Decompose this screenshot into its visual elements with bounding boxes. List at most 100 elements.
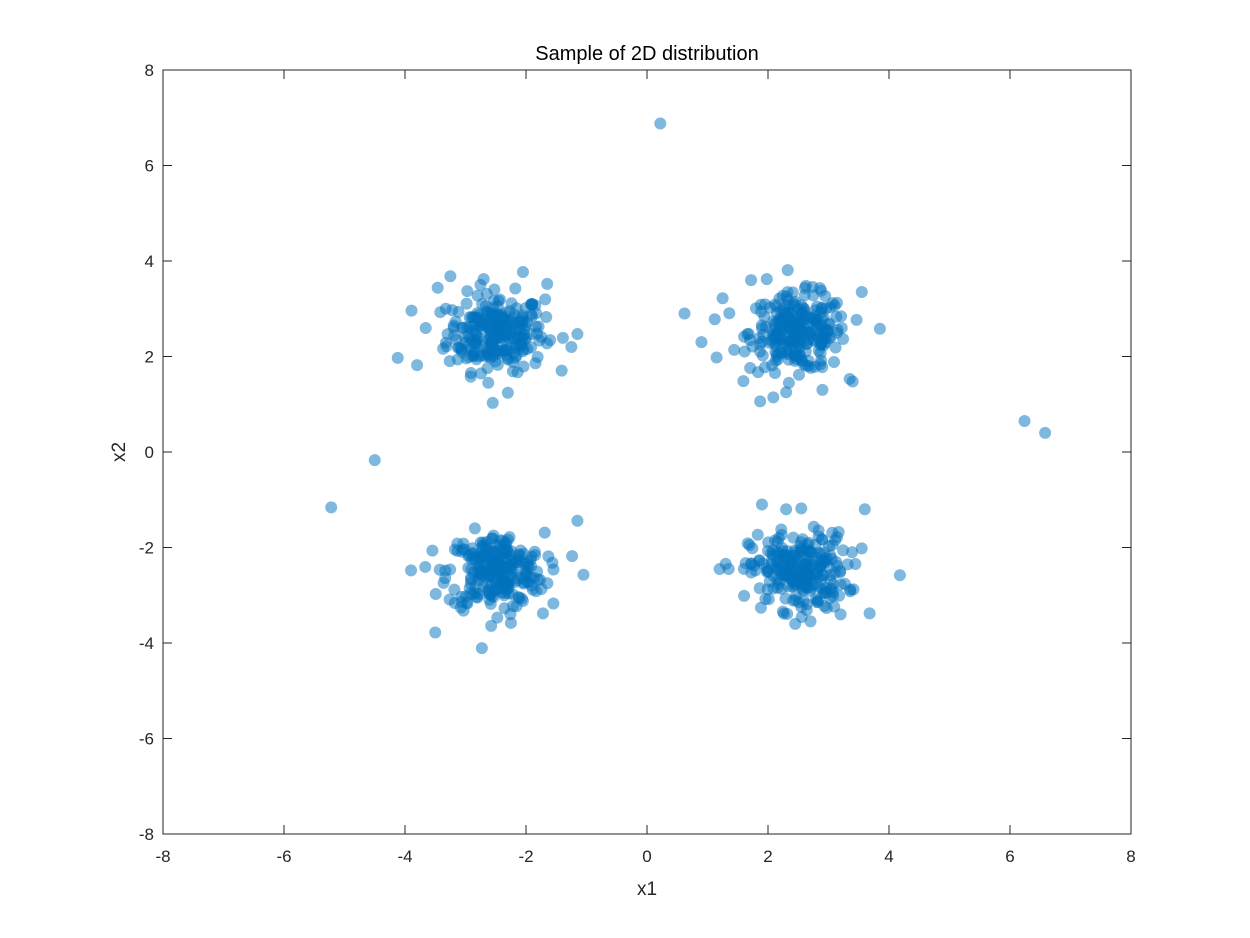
cluster-point xyxy=(471,289,484,302)
cluster-point xyxy=(446,304,459,317)
cluster-point xyxy=(461,285,474,298)
scatter-point xyxy=(795,502,808,515)
cluster-point xyxy=(516,331,529,344)
x-tick-label: 8 xyxy=(1126,847,1135,866)
plot-area xyxy=(163,70,1131,834)
scatter-point xyxy=(678,307,691,320)
cluster-point xyxy=(816,533,829,546)
cluster-point xyxy=(800,337,813,350)
cluster-point xyxy=(829,534,842,547)
y-tick-label: 0 xyxy=(145,443,154,462)
cluster-point xyxy=(782,563,795,576)
cluster-point xyxy=(787,574,800,587)
cluster-point xyxy=(788,350,801,363)
cluster-point xyxy=(819,290,832,303)
y-tick-label: 8 xyxy=(145,61,154,80)
cluster-point xyxy=(846,546,859,559)
cluster-point xyxy=(525,298,538,311)
scatter-point xyxy=(816,383,829,396)
cluster-point xyxy=(835,321,848,334)
cluster-point xyxy=(800,604,813,617)
cluster-point xyxy=(795,299,808,312)
cluster-point xyxy=(802,359,815,372)
cluster-point xyxy=(746,542,759,555)
scatter-point xyxy=(368,454,381,467)
cluster-point xyxy=(761,566,774,579)
scatter-point xyxy=(695,336,708,349)
cluster-point xyxy=(504,563,517,576)
cluster-point xyxy=(792,368,805,381)
x-tick-label: -2 xyxy=(518,847,533,866)
chart-title: Sample of 2D distribution xyxy=(535,43,758,65)
cluster-point xyxy=(810,326,823,339)
scatter-point xyxy=(571,328,584,341)
cluster-point xyxy=(503,531,516,544)
cluster-point xyxy=(833,589,846,602)
cluster-point xyxy=(745,557,758,570)
cluster-point xyxy=(513,591,526,604)
x-tick-label: 4 xyxy=(884,847,893,866)
cluster-point xyxy=(754,601,767,614)
cluster-point xyxy=(849,558,862,570)
cluster-point xyxy=(844,585,857,598)
cluster-point xyxy=(542,550,555,563)
scatter-point xyxy=(708,313,721,326)
cluster-point xyxy=(723,307,736,320)
cluster-point xyxy=(419,560,432,573)
cluster-point xyxy=(782,376,795,389)
scatter-point xyxy=(504,616,517,629)
cluster-point xyxy=(514,544,527,557)
cluster-point xyxy=(753,582,766,595)
scatter-point xyxy=(325,501,338,514)
cluster-point xyxy=(555,364,568,377)
cluster-point xyxy=(468,344,481,357)
y-tick-label: 6 xyxy=(145,157,154,176)
cluster-point xyxy=(526,583,539,596)
scatter-point xyxy=(391,351,404,364)
cluster-point xyxy=(776,605,789,618)
scatter-point xyxy=(536,607,549,620)
scatter-point xyxy=(431,281,444,294)
x-tick-label: 0 xyxy=(642,847,651,866)
cluster-point xyxy=(752,366,765,379)
scatter-point xyxy=(716,292,729,305)
y-tick-label: 2 xyxy=(145,348,154,367)
scatter-point xyxy=(713,562,726,575)
cluster-point xyxy=(469,324,482,337)
cluster-point xyxy=(454,601,467,614)
cluster-point xyxy=(755,305,768,318)
cluster-point xyxy=(490,345,503,358)
y-tick-label: -2 xyxy=(139,539,154,558)
cluster-point xyxy=(491,309,504,322)
cluster-point xyxy=(781,286,794,299)
cluster-point xyxy=(777,333,790,346)
cluster-point xyxy=(462,561,475,574)
cluster-point xyxy=(475,367,488,380)
cluster-point xyxy=(471,312,484,325)
cluster-point xyxy=(855,542,868,555)
scatter-point xyxy=(516,265,529,278)
cluster-point xyxy=(738,589,751,602)
x-tick-label: -8 xyxy=(155,847,170,866)
cluster-point xyxy=(456,321,469,334)
scatter-point xyxy=(710,351,723,364)
cluster-point xyxy=(827,578,840,591)
scatter-point xyxy=(654,117,667,130)
cluster-point xyxy=(775,323,788,336)
x-tick-label: -6 xyxy=(276,847,291,866)
cluster-point xyxy=(454,342,467,355)
scatter-point xyxy=(477,273,490,286)
scatter-point xyxy=(486,396,499,409)
cluster-point xyxy=(482,376,495,389)
x-tick-label: 2 xyxy=(763,847,772,866)
cluster-point xyxy=(517,576,530,589)
scatter-point xyxy=(541,277,554,290)
scatter-point xyxy=(405,564,418,577)
y-axis-label: x2 xyxy=(109,442,130,462)
cluster-point xyxy=(775,347,788,360)
cluster-point xyxy=(474,566,487,579)
cluster-point xyxy=(426,544,439,557)
scatter-point xyxy=(577,568,590,581)
cluster-point xyxy=(533,334,546,347)
